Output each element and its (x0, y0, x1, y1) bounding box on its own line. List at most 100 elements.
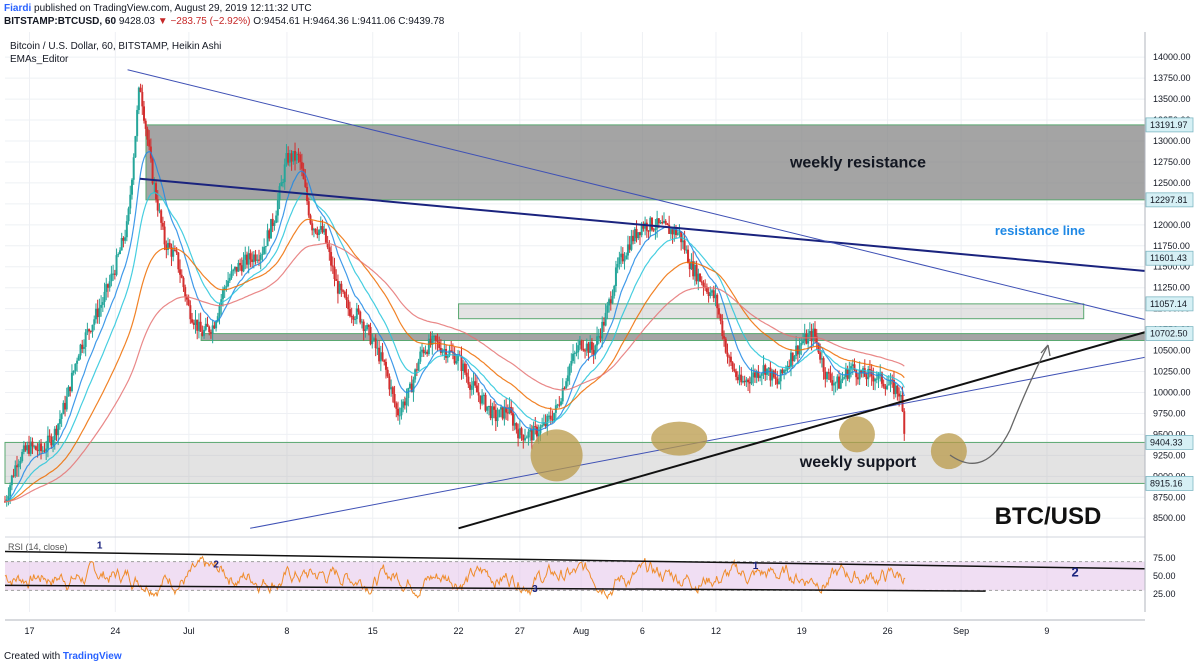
candle (185, 296, 188, 300)
candle (256, 259, 259, 261)
candle (276, 200, 279, 216)
price-marker-box (1145, 326, 1194, 341)
candle (824, 371, 827, 380)
price-marker-label: 13191.97 (1150, 120, 1188, 130)
candle (84, 332, 87, 347)
price-marker-box (1145, 435, 1194, 450)
tradingview-logo[interactable]: TradingView (62, 651, 122, 662)
candle (565, 381, 568, 389)
candle (499, 407, 502, 410)
candle (860, 370, 863, 374)
time-tick-label: 26 (883, 626, 893, 636)
price-tick-label: 11250.00 (1153, 283, 1190, 293)
candle (640, 225, 643, 236)
candle (874, 378, 877, 382)
candle (405, 397, 408, 406)
candle (395, 403, 398, 409)
candle (43, 450, 46, 452)
published-text: published on TradingView.com, August 29,… (34, 3, 312, 14)
candle (875, 378, 878, 380)
candle (894, 385, 897, 395)
candle (130, 179, 133, 195)
candle (777, 381, 780, 385)
candle (626, 244, 629, 256)
time-tick-label: Sep (953, 626, 969, 636)
candle (596, 336, 599, 346)
candle (364, 329, 367, 332)
candle (124, 237, 127, 241)
candle (762, 365, 765, 374)
candle (295, 153, 298, 161)
candle (175, 250, 178, 253)
candle (285, 153, 288, 165)
candle (614, 267, 617, 287)
candle (549, 415, 552, 420)
candle (278, 186, 281, 201)
candle (390, 387, 393, 390)
candle (125, 221, 128, 238)
candle (132, 157, 135, 180)
price-tick-label: 10000.00 (1153, 387, 1191, 397)
candle (844, 369, 847, 378)
candle (431, 335, 434, 345)
candle (695, 264, 698, 282)
candle (759, 375, 762, 379)
candle (868, 368, 871, 371)
candle (493, 406, 496, 410)
candle (681, 240, 684, 243)
candle (846, 369, 849, 379)
candle (721, 320, 724, 337)
candle (877, 373, 880, 379)
rsi-tick-label: 25.00 (1153, 589, 1176, 599)
candle (240, 265, 243, 272)
candle (294, 150, 297, 161)
candle (748, 382, 751, 384)
candle (177, 252, 180, 270)
publisher-name[interactable]: Fiardi (4, 3, 32, 14)
time-tick-label: 27 (515, 626, 525, 636)
candle (434, 335, 437, 341)
candle (441, 350, 444, 353)
candle (580, 340, 583, 349)
candle (609, 299, 612, 304)
price-marker-box (1145, 192, 1194, 208)
candle (249, 253, 252, 260)
candle (34, 446, 37, 450)
candle (100, 304, 103, 308)
candle (740, 374, 743, 383)
candle (319, 226, 322, 230)
candle (161, 222, 164, 227)
weekly-resistance-label: weekly resistance (789, 154, 926, 171)
candle (426, 351, 429, 355)
candle (436, 340, 439, 342)
candle (311, 223, 314, 231)
candle (113, 273, 116, 275)
candle (676, 232, 679, 236)
candle (19, 460, 22, 464)
candle (422, 349, 425, 354)
candle (16, 465, 19, 468)
candle (173, 249, 176, 251)
candle (843, 377, 846, 379)
candle (856, 377, 859, 380)
arrow-head (1040, 344, 1051, 357)
indicator-name[interactable]: EMAs_Editor (10, 54, 69, 65)
candle (414, 369, 417, 380)
candle (788, 365, 791, 367)
price-zone (200, 333, 1146, 342)
candle (548, 415, 551, 417)
candle (892, 379, 895, 395)
candle (517, 429, 520, 439)
candle (424, 351, 427, 354)
trendline (127, 69, 1146, 321)
candle (601, 321, 604, 339)
support-circle (930, 433, 967, 470)
candle (372, 338, 375, 340)
candle (160, 210, 163, 223)
candle (776, 378, 779, 385)
candle (57, 423, 60, 436)
candle (637, 232, 640, 239)
candle (463, 363, 466, 373)
candle (257, 259, 260, 261)
